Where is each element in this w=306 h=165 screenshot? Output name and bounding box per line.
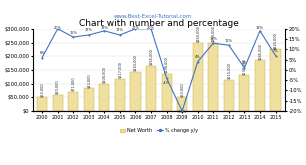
Text: 13%: 13%: [209, 37, 217, 41]
Bar: [162, 74, 172, 111]
Text: $185,000: $185,000: [258, 43, 262, 60]
Text: 12%: 12%: [225, 39, 233, 43]
Bar: [271, 49, 281, 111]
Text: 17%: 17%: [85, 29, 93, 33]
Bar: [99, 84, 110, 111]
Text: $117,000: $117,000: [118, 61, 122, 78]
Text: 19%: 19%: [100, 26, 108, 30]
Bar: [37, 97, 47, 111]
Legend: Net Worth, % change y/y: Net Worth, % change y/y: [118, 126, 200, 135]
Text: $115,000: $115,000: [227, 62, 231, 79]
Text: 20%: 20%: [147, 26, 155, 30]
Text: 16%: 16%: [69, 31, 77, 34]
Bar: [208, 43, 218, 111]
Text: $250,000: $250,000: [196, 25, 200, 42]
Bar: [193, 43, 203, 111]
Text: $136,000: $136,000: [165, 56, 169, 73]
Text: 17%: 17%: [116, 29, 124, 33]
Bar: [224, 80, 234, 111]
Bar: [115, 79, 125, 111]
Text: $165,000: $165,000: [149, 48, 153, 65]
Bar: [255, 60, 265, 111]
Text: 19%: 19%: [256, 26, 264, 30]
Text: $71,000: $71,000: [71, 76, 75, 91]
Text: $60,000: $60,000: [56, 79, 60, 94]
Bar: [239, 75, 249, 111]
Text: $50,000: $50,000: [40, 82, 44, 97]
Title: Chart with number and percentage: Chart with number and percentage: [79, 19, 239, 28]
Bar: [53, 95, 63, 111]
Text: $250,000: $250,000: [211, 25, 215, 42]
Text: 20%: 20%: [54, 26, 62, 30]
Text: -60%: -60%: [177, 110, 187, 114]
Text: www.Best-Excel-Tutorial.com: www.Best-Excel-Tutorial.com: [114, 14, 192, 19]
Text: $225,000: $225,000: [274, 32, 278, 49]
Text: 6%: 6%: [39, 51, 45, 55]
Text: $50,000: $50,000: [180, 82, 184, 97]
Text: $143,000: $143,000: [133, 54, 137, 71]
Text: $100,000: $100,000: [102, 66, 106, 83]
Bar: [130, 72, 140, 111]
Bar: [84, 88, 94, 111]
Text: 1%: 1%: [242, 61, 247, 65]
Text: $130,000: $130,000: [242, 58, 246, 75]
Bar: [68, 92, 78, 111]
Bar: [146, 66, 156, 111]
Bar: [177, 97, 187, 111]
Text: $83,000: $83,000: [87, 73, 91, 88]
Text: 4%: 4%: [195, 55, 200, 59]
Text: 27%: 27%: [132, 26, 140, 30]
Text: -4%: -4%: [163, 81, 170, 85]
Text: 7%: 7%: [273, 49, 278, 53]
